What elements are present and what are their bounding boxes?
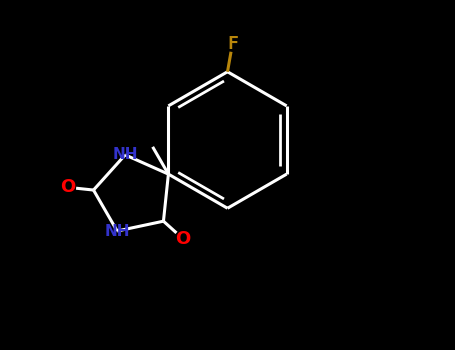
- Text: O: O: [175, 230, 191, 248]
- Text: NH: NH: [104, 224, 130, 238]
- Text: F: F: [227, 35, 238, 53]
- Text: O: O: [60, 178, 75, 196]
- Text: NH: NH: [112, 147, 138, 162]
